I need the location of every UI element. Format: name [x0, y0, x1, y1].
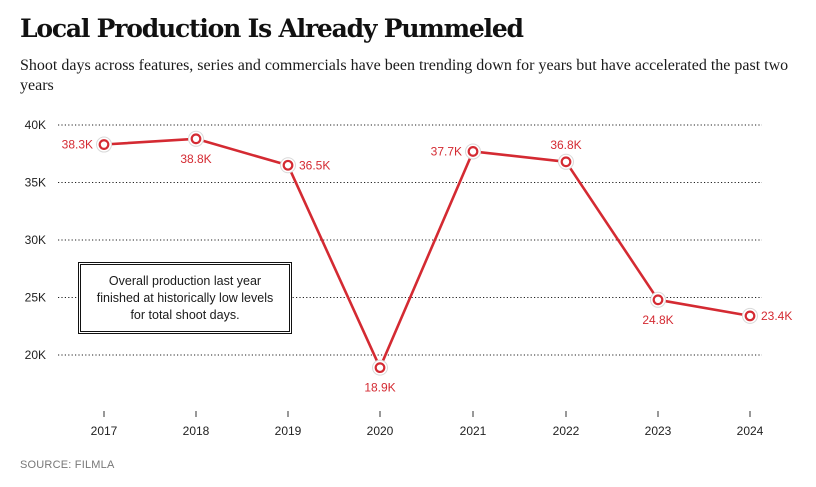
data-label: 38.8K	[180, 152, 211, 166]
x-tick-label: 2018	[183, 424, 210, 438]
chart-title: Local Production Is Already Pummeled	[20, 14, 524, 43]
source-note: SOURCE: FILMLA	[20, 459, 115, 471]
data-point	[374, 362, 386, 374]
x-tick-label: 2020	[367, 424, 394, 438]
data-point	[98, 139, 110, 150]
annotation-box: Overall production last year finished at…	[78, 262, 292, 334]
x-tick-label: 2021	[460, 424, 487, 438]
y-tick-label: 40K	[25, 118, 46, 132]
x-tick-label: 2024	[737, 424, 764, 438]
data-label: 36.8K	[550, 138, 581, 152]
data-label: 24.8K	[642, 313, 673, 327]
data-point	[560, 156, 572, 168]
data-label: 36.5K	[299, 158, 330, 172]
y-tick-label: 25K	[25, 291, 46, 305]
chart-subtitle: Shoot days across features, series and c…	[20, 57, 789, 94]
data-label: 38.3K	[62, 138, 93, 152]
series-line	[102, 137, 752, 369]
data-point	[467, 146, 479, 157]
y-tick-label: 20K	[25, 348, 46, 362]
x-tick-label: 2017	[91, 424, 118, 438]
data-point	[744, 310, 756, 322]
data-point	[190, 133, 202, 145]
annotation-text: Overall production last year finished at…	[96, 273, 274, 322]
data-label: 18.9K	[364, 381, 395, 395]
data-point	[652, 294, 664, 306]
y-tick-label: 35K	[25, 176, 46, 190]
data-point	[282, 159, 294, 171]
data-label: 37.7K	[431, 144, 462, 158]
x-tick-label: 2023	[645, 424, 672, 438]
y-tick-label: 30K	[25, 233, 46, 247]
data-label: 23.4K	[761, 309, 792, 323]
x-tick-label: 2022	[553, 424, 580, 438]
x-tick-label: 2019	[275, 424, 302, 438]
